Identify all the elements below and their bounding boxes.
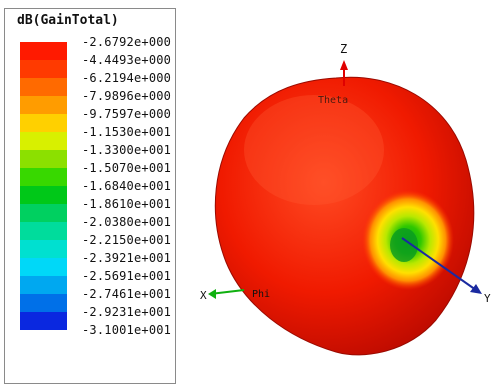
legend-tick-label: -1.1530e+001 bbox=[82, 125, 172, 139]
legend-tick-label: -2.6792e+000 bbox=[82, 35, 172, 49]
y-axis-label: Y bbox=[484, 292, 491, 305]
legend-swatch bbox=[20, 96, 67, 114]
legend-swatch bbox=[20, 222, 67, 240]
legend-tick-label: -2.5691e+001 bbox=[82, 269, 172, 283]
legend-tick-label: -2.3921e+001 bbox=[82, 251, 172, 265]
legend-tick-label: -2.2150e+001 bbox=[82, 233, 172, 247]
z-axis-label: Z bbox=[340, 42, 347, 56]
y-axis-arrow bbox=[470, 284, 482, 294]
legend-swatch bbox=[20, 114, 67, 132]
legend-tick-label: -9.7597e+000 bbox=[82, 107, 172, 121]
legend-tick-label: -2.7461e+001 bbox=[82, 287, 172, 301]
x-axis-label: X bbox=[200, 289, 207, 302]
legend-swatch bbox=[20, 258, 67, 276]
phi-label: Phi bbox=[252, 289, 270, 300]
legend-title: dB(GainTotal) bbox=[17, 13, 119, 28]
legend-tick-label: -4.4493e+000 bbox=[82, 53, 172, 67]
surface-highlight bbox=[244, 95, 384, 205]
legend-swatch bbox=[20, 60, 67, 78]
theta-label: Theta bbox=[318, 95, 348, 106]
legend-swatch bbox=[20, 294, 67, 312]
y-axis-line bbox=[401, 237, 477, 291]
color-legend: dB(GainTotal) -2.6792e+000 -4.4493e+000 -6… bbox=[4, 8, 176, 384]
legend-tick-label: -6.2194e+000 bbox=[82, 71, 172, 85]
legend-tick-label: -1.6840e+001 bbox=[82, 179, 172, 193]
legend-tick-label: -1.8610e+001 bbox=[82, 197, 172, 211]
legend-swatch bbox=[20, 186, 67, 204]
legend-swatch bbox=[20, 132, 67, 150]
x-axis-arrow bbox=[208, 289, 216, 299]
radiation-pattern-plot: Z Theta X Phi Y bbox=[200, 42, 491, 356]
legend-tick-label: -2.9231e+001 bbox=[82, 305, 172, 319]
legend-tick-label: -1.5070e+001 bbox=[82, 161, 172, 175]
legend-swatch bbox=[20, 42, 67, 60]
legend-swatch bbox=[20, 204, 67, 222]
legend-swatch bbox=[20, 276, 67, 294]
legend-swatch bbox=[20, 150, 67, 168]
legend-tick-label: -7.9896e+000 bbox=[82, 89, 172, 103]
legend-tick-label: -1.3300e+001 bbox=[82, 143, 172, 157]
legend-swatch bbox=[20, 78, 67, 96]
legend-swatch bbox=[20, 240, 67, 258]
legend-swatch bbox=[20, 168, 67, 186]
legend-swatch bbox=[20, 312, 67, 330]
null-core bbox=[390, 228, 418, 262]
z-axis-arrow bbox=[340, 60, 348, 70]
legend-tick-label: -2.0380e+001 bbox=[82, 215, 172, 229]
legend-tick-label: -3.1001e+001 bbox=[82, 323, 172, 337]
